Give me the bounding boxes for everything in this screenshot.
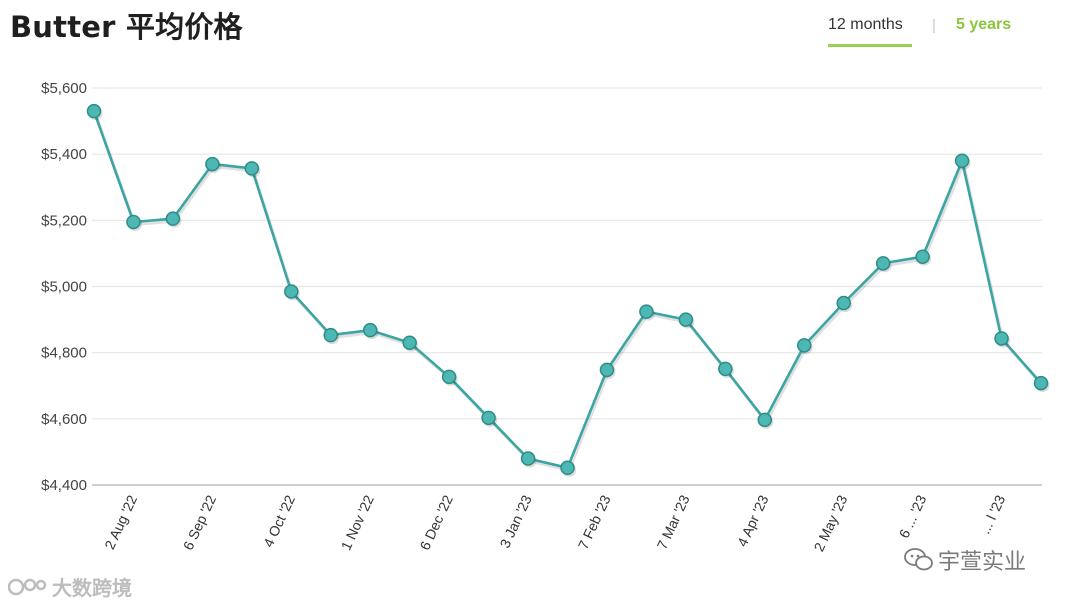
watermark-right: 宇萱实业 bbox=[900, 542, 1033, 581]
x-tick-label: 2 Aug '22 bbox=[101, 492, 140, 551]
x-tick-label: 4 Oct '22 bbox=[260, 492, 298, 549]
y-tick-label: $4,400 bbox=[41, 477, 87, 494]
data-point[interactable] bbox=[915, 249, 930, 264]
data-point[interactable] bbox=[639, 304, 654, 319]
tab-12-months[interactable]: 12 months bbox=[828, 16, 903, 33]
data-point[interactable] bbox=[165, 211, 181, 226]
watermark-left-text: 大数跨境 bbox=[52, 576, 132, 600]
x-tick-label: 7 Mar '23 bbox=[654, 492, 693, 551]
data-point[interactable] bbox=[1033, 375, 1049, 391]
x-tick-label: 6 Sep '22 bbox=[180, 492, 219, 552]
page-title: Butter 平均价格 bbox=[10, 10, 243, 44]
y-tick-label: $5,600 bbox=[41, 80, 87, 97]
data-point[interactable] bbox=[678, 312, 694, 327]
watermark-left: 大数跨境 bbox=[7, 572, 132, 603]
data-point[interactable] bbox=[520, 451, 536, 466]
x-tick-label: 6 ... '23 bbox=[896, 492, 930, 540]
data-point[interactable] bbox=[875, 256, 891, 271]
x-tick-label: 4 Apr '23 bbox=[734, 492, 772, 549]
data-point[interactable] bbox=[126, 214, 141, 230]
y-tick-label: $5,000 bbox=[41, 279, 87, 296]
data-point[interactable] bbox=[757, 412, 773, 428]
data-point[interactable] bbox=[441, 369, 457, 385]
active-tab-underline bbox=[828, 44, 912, 47]
x-tick-label: 6 Dec '22 bbox=[417, 492, 456, 552]
data-point[interactable] bbox=[362, 322, 378, 338]
series-line bbox=[92, 110, 1042, 470]
data-point[interactable] bbox=[994, 331, 1009, 346]
data-point[interactable] bbox=[836, 295, 851, 311]
tab-5-years[interactable]: 5 years bbox=[956, 16, 1012, 33]
series-points bbox=[86, 103, 1050, 477]
data-point[interactable] bbox=[244, 161, 260, 176]
data-point[interactable] bbox=[323, 327, 338, 343]
time-range-tabs: 12 months | 5 years bbox=[820, 16, 1080, 56]
data-point[interactable] bbox=[402, 335, 417, 350]
watermark-right-text: 宇萱实业 bbox=[938, 550, 1027, 575]
y-axis-ticks: $4,400 $4,600 $4,800 $5,000 $5,200 $5,400 $5,6… bbox=[41, 80, 87, 494]
data-point[interactable] bbox=[481, 410, 496, 426]
data-point[interactable] bbox=[284, 284, 299, 299]
x-tick-label: 3 Jan '23 bbox=[496, 492, 534, 550]
data-point[interactable] bbox=[599, 362, 615, 378]
wechat-icon bbox=[904, 547, 934, 579]
data-point[interactable] bbox=[560, 460, 575, 476]
x-tick-label: 2 May '23 bbox=[810, 492, 850, 554]
x-tick-label: 1 Nov '22 bbox=[338, 492, 377, 552]
tab-separator: | bbox=[932, 17, 936, 34]
y-tick-label: $5,400 bbox=[41, 146, 87, 163]
y-tick-label: $4,600 bbox=[41, 411, 87, 428]
x-tick-label: 7 Feb '23 bbox=[575, 492, 614, 551]
x-axis-ticks: 2 Aug '22 6 Sep '22 4 Oct '22 1 Nov '22 6 De… bbox=[101, 492, 1008, 554]
y-tick-label: $4,800 bbox=[41, 345, 87, 362]
data-point[interactable] bbox=[718, 361, 733, 377]
data-point[interactable] bbox=[86, 103, 102, 119]
chart-grid bbox=[92, 87, 1042, 486]
data-point[interactable] bbox=[205, 156, 220, 172]
logo-icon bbox=[7, 576, 48, 603]
data-point[interactable] bbox=[797, 338, 812, 353]
x-tick-label: ... l '23 bbox=[977, 492, 1009, 536]
y-tick-label: $5,200 bbox=[41, 212, 87, 229]
data-point[interactable] bbox=[954, 153, 970, 169]
